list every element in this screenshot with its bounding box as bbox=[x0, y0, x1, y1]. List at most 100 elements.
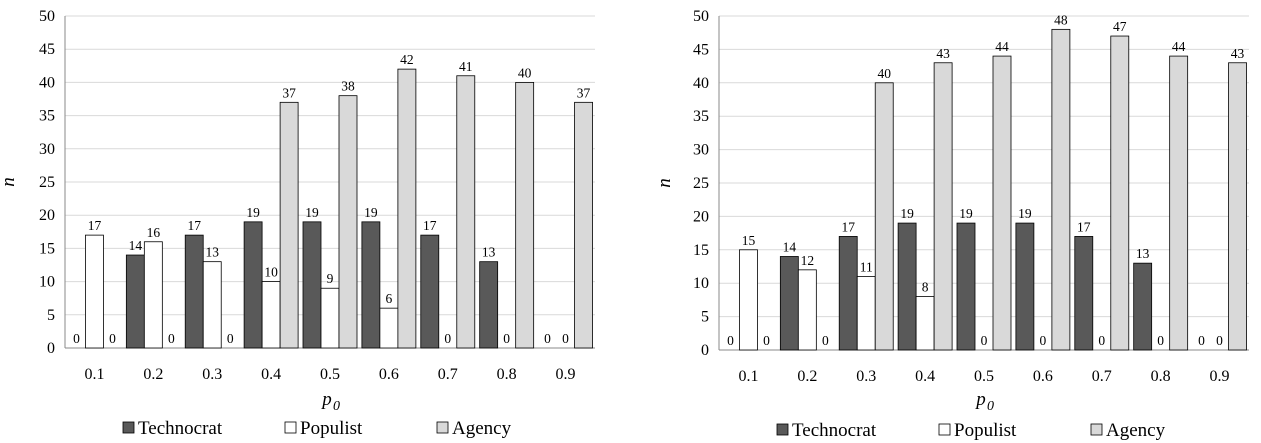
chart2-x-tick-label: 0.2 bbox=[797, 368, 817, 385]
chart2-data-label: 0 bbox=[1157, 333, 1164, 348]
chart1-y-tick-label: 10 bbox=[39, 274, 55, 291]
chart1-data-label: 19 bbox=[246, 205, 260, 220]
chart2-bar-agency bbox=[933, 62, 953, 351]
chart2-bar-agency bbox=[1228, 62, 1247, 351]
chart2-x-tick-label: 0.8 bbox=[1151, 368, 1171, 385]
chart2-data-label: 0 bbox=[1216, 333, 1223, 348]
chart1-data-label: 17 bbox=[423, 218, 437, 233]
chart1-bar-technocrat bbox=[420, 234, 440, 349]
chart2-x-tick-label: 0.1 bbox=[738, 368, 758, 385]
chart2-y-tick-label: 30 bbox=[693, 142, 709, 159]
chart1-y-tick-label: 15 bbox=[39, 240, 55, 257]
chart1-data-label: 13 bbox=[482, 245, 496, 260]
chart1-x-tick-label: 0.8 bbox=[497, 366, 517, 383]
chart1-bar-populist bbox=[143, 241, 163, 349]
chart1-x-axis-label-subscript: 0 bbox=[333, 399, 340, 414]
chart2-bar-populist bbox=[739, 249, 758, 351]
chart1-y-tick-label: 40 bbox=[39, 74, 55, 91]
chart1-data-label: 38 bbox=[341, 79, 355, 94]
chart1-data-label: 10 bbox=[264, 265, 278, 280]
chart1-x-axis-label: p bbox=[320, 389, 332, 410]
chart1-y-tick-label: 5 bbox=[47, 307, 55, 324]
chart1-y-tick-label: 50 bbox=[39, 8, 55, 25]
chart2-y-tick-label: 40 bbox=[693, 75, 709, 92]
chart2-bar-populist bbox=[915, 296, 935, 351]
chart1-y-tick-label: 25 bbox=[39, 174, 55, 191]
chart1-bar-agency bbox=[397, 68, 417, 349]
chart2-bar-technocrat bbox=[956, 222, 976, 351]
chart2-bar-technocrat bbox=[838, 236, 858, 351]
chart1-data-label: 0 bbox=[73, 331, 80, 346]
chart1-y-tick-label: 0 bbox=[47, 340, 55, 357]
chart1-legend-label-populist: Populist bbox=[300, 418, 363, 439]
chart1-data-label: 0 bbox=[544, 331, 551, 346]
chart2-data-label: 8 bbox=[922, 280, 929, 295]
chart-right: 0 5 10 15 20 25 30 35 40 45 50 0 15 0 0.1 14 12 0 0.2 17 11 4… bbox=[654, 8, 1249, 441]
chart2-data-label: 0 bbox=[727, 333, 734, 348]
chart2-data-label: 48 bbox=[1054, 12, 1068, 27]
chart1-bar-technocrat bbox=[479, 261, 499, 349]
chart1-data-label: 0 bbox=[444, 331, 451, 346]
chart1-legend-swatch-technocrat bbox=[122, 421, 135, 434]
chart2-legend-swatch-populist bbox=[938, 423, 951, 436]
chart2-data-label: 0 bbox=[1040, 333, 1047, 348]
chart1-data-label: 19 bbox=[364, 205, 378, 220]
chart2-x-tick-label: 0.4 bbox=[915, 368, 935, 385]
chart2-x-axis-label: p bbox=[974, 389, 986, 410]
chart2-legend-label-agency: Agency bbox=[1106, 420, 1166, 441]
chart1-data-label: 41 bbox=[459, 59, 473, 74]
chart1-x-tick-label: 0.5 bbox=[320, 366, 340, 383]
chart2-data-label: 13 bbox=[1136, 246, 1150, 261]
chart1-bar-agency bbox=[279, 101, 299, 349]
chart1-bar-agency bbox=[574, 101, 593, 349]
chart1-bar-technocrat bbox=[243, 221, 263, 349]
chart2-x-axis-label-subscript: 0 bbox=[987, 399, 994, 414]
chart1-data-label: 19 bbox=[305, 205, 319, 220]
chart2-data-label: 14 bbox=[783, 239, 797, 254]
chart1-data-label: 17 bbox=[88, 218, 102, 233]
chart2-bar-agency bbox=[1051, 28, 1071, 351]
chart1-data-label: 40 bbox=[518, 65, 532, 80]
chart1-bar-populist bbox=[202, 261, 222, 349]
chart2-y-tick-label: 25 bbox=[693, 175, 709, 192]
chart2-legend-label-technocrat: Technocrat bbox=[792, 420, 877, 441]
chart2-data-label: 44 bbox=[1172, 39, 1186, 54]
chart1-data-label: 0 bbox=[503, 331, 510, 346]
chart2-legend-swatch-agency bbox=[1090, 423, 1103, 436]
chart2-y-tick-label: 45 bbox=[693, 41, 709, 58]
chart2-data-label: 17 bbox=[841, 219, 855, 234]
chart2-data-label: 40 bbox=[877, 66, 891, 81]
chart2-legend-swatch-technocrat bbox=[776, 423, 789, 436]
chart1-legend-label-agency: Agency bbox=[452, 418, 512, 439]
chart1-data-label: 37 bbox=[282, 85, 296, 100]
chart1-y-tick-label: 35 bbox=[39, 108, 55, 125]
chart1-data-label: 37 bbox=[577, 85, 591, 100]
chart2-data-label: 0 bbox=[822, 333, 829, 348]
chart2-bar-populist bbox=[856, 276, 876, 351]
chart1-x-tick-label: 0.1 bbox=[84, 366, 104, 383]
chart1-bar-agency bbox=[456, 75, 476, 349]
chart1-x-tick-label: 0.4 bbox=[261, 366, 281, 383]
chart2-data-label: 43 bbox=[936, 46, 950, 61]
chart2-data-label: 19 bbox=[1018, 206, 1032, 221]
chart1-bar-populist bbox=[320, 287, 340, 349]
chart2-bar-agency bbox=[1110, 35, 1130, 351]
chart1-y-tick-label: 20 bbox=[39, 207, 55, 224]
chart1-bar-technocrat bbox=[125, 254, 145, 349]
chart2-data-label: 12 bbox=[801, 253, 815, 268]
chart2-y-tick-label: 0 bbox=[701, 342, 709, 359]
chart1-x-tick-label: 0.3 bbox=[202, 366, 222, 383]
chart2-data-label: 44 bbox=[995, 39, 1009, 54]
chart1-data-label: 0 bbox=[562, 331, 569, 346]
chart1-bar-agency bbox=[338, 95, 358, 349]
chart2-y-tick-label: 20 bbox=[693, 208, 709, 225]
chart2-data-label: 11 bbox=[860, 260, 873, 275]
chart2-y-tick-label: 15 bbox=[693, 242, 709, 259]
chart1-data-label: 17 bbox=[187, 218, 201, 233]
chart2-bar-technocrat bbox=[1133, 262, 1153, 351]
chart2-bar-agency bbox=[1169, 55, 1189, 351]
chart-left: 0 5 10 15 20 25 30 35 40 45 50 0 17 0 0.1 14 16 0 0.2 17 13 0… bbox=[0, 8, 595, 439]
chart2-y-tick-label: 5 bbox=[701, 309, 709, 326]
chart2-x-tick-label: 0.3 bbox=[856, 368, 876, 385]
chart1-data-label: 16 bbox=[147, 225, 161, 240]
